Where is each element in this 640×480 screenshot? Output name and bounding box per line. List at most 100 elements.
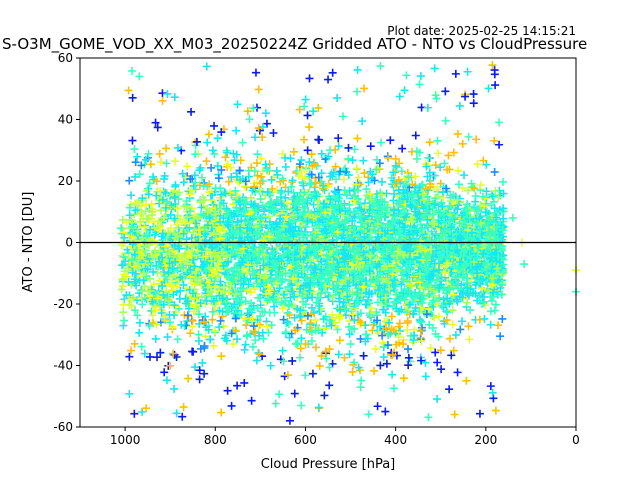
data-point bbox=[278, 174, 287, 183]
data-point bbox=[183, 213, 192, 222]
data-point bbox=[232, 225, 241, 234]
data-point bbox=[238, 249, 247, 258]
data-point bbox=[190, 171, 199, 180]
data-point bbox=[324, 75, 333, 84]
data-point bbox=[233, 172, 242, 181]
data-point bbox=[145, 237, 154, 246]
data-point bbox=[395, 218, 404, 227]
data-point bbox=[311, 228, 320, 237]
data-point bbox=[169, 349, 178, 358]
data-point bbox=[233, 250, 242, 259]
data-point bbox=[219, 322, 228, 331]
data-point bbox=[300, 174, 309, 183]
data-point bbox=[430, 313, 439, 322]
data-point bbox=[243, 107, 252, 116]
data-point bbox=[384, 153, 393, 162]
data-point bbox=[156, 206, 165, 215]
data-point bbox=[409, 271, 418, 280]
data-point bbox=[434, 312, 443, 321]
data-point bbox=[255, 220, 264, 229]
data-point bbox=[376, 138, 385, 147]
data-point bbox=[423, 206, 432, 215]
data-point bbox=[454, 166, 463, 175]
data-point bbox=[389, 384, 398, 393]
data-point bbox=[495, 275, 504, 284]
data-point bbox=[239, 207, 248, 216]
data-point bbox=[271, 399, 280, 408]
data-point bbox=[272, 232, 281, 241]
data-point bbox=[319, 315, 328, 324]
data-point bbox=[365, 217, 374, 226]
data-point bbox=[431, 161, 440, 170]
data-point bbox=[289, 147, 298, 156]
data-point bbox=[386, 245, 395, 254]
data-point bbox=[160, 368, 169, 377]
data-point bbox=[421, 372, 430, 381]
data-point bbox=[196, 344, 205, 353]
data-point bbox=[166, 361, 175, 370]
data-point bbox=[380, 317, 389, 326]
data-point bbox=[300, 188, 309, 197]
data-point bbox=[366, 190, 375, 199]
data-point bbox=[227, 329, 236, 338]
data-point bbox=[224, 288, 233, 297]
data-point bbox=[453, 368, 462, 377]
data-point bbox=[141, 264, 150, 273]
data-point bbox=[217, 165, 226, 174]
data-point bbox=[404, 353, 413, 362]
data-point bbox=[350, 222, 359, 231]
data-point bbox=[137, 161, 146, 170]
data-point bbox=[486, 320, 495, 329]
data-point bbox=[334, 262, 343, 271]
data-point bbox=[175, 244, 184, 253]
data-point bbox=[158, 253, 167, 262]
data-point bbox=[369, 246, 378, 255]
data-point bbox=[283, 318, 292, 327]
data-point bbox=[339, 246, 348, 255]
data-point bbox=[252, 274, 261, 283]
data-point bbox=[170, 256, 179, 265]
data-point bbox=[278, 244, 287, 253]
data-point bbox=[350, 247, 359, 256]
data-point bbox=[494, 321, 503, 330]
data-point bbox=[140, 282, 149, 291]
data-point bbox=[469, 227, 478, 236]
data-point bbox=[342, 286, 351, 295]
data-point bbox=[267, 321, 276, 330]
data-point bbox=[364, 290, 373, 299]
data-point bbox=[158, 282, 167, 291]
data-point bbox=[118, 275, 127, 284]
data-point bbox=[352, 164, 361, 173]
data-point bbox=[216, 184, 225, 193]
data-point bbox=[343, 282, 352, 291]
data-point bbox=[407, 217, 416, 226]
data-point bbox=[439, 303, 448, 312]
data-point bbox=[457, 317, 466, 326]
data-point bbox=[278, 149, 287, 158]
data-point bbox=[265, 260, 274, 269]
data-point bbox=[491, 213, 500, 222]
data-point bbox=[404, 361, 413, 370]
data-point bbox=[350, 358, 359, 367]
data-point bbox=[426, 182, 435, 191]
data-point bbox=[360, 169, 369, 178]
data-point bbox=[283, 371, 292, 380]
data-point bbox=[435, 283, 444, 292]
data-point bbox=[224, 272, 233, 281]
data-point bbox=[146, 286, 155, 295]
data-point bbox=[476, 262, 485, 271]
data-point bbox=[215, 218, 224, 227]
data-point bbox=[188, 289, 197, 298]
data-point bbox=[219, 283, 228, 292]
data-point bbox=[279, 222, 288, 231]
data-point bbox=[499, 204, 508, 213]
data-point bbox=[166, 279, 175, 288]
data-point bbox=[475, 293, 484, 302]
data-point bbox=[462, 233, 471, 242]
data-point bbox=[261, 109, 270, 118]
data-point bbox=[498, 280, 507, 289]
data-point bbox=[172, 409, 181, 418]
data-point bbox=[458, 183, 467, 192]
data-point bbox=[445, 201, 454, 210]
data-point bbox=[179, 280, 188, 289]
